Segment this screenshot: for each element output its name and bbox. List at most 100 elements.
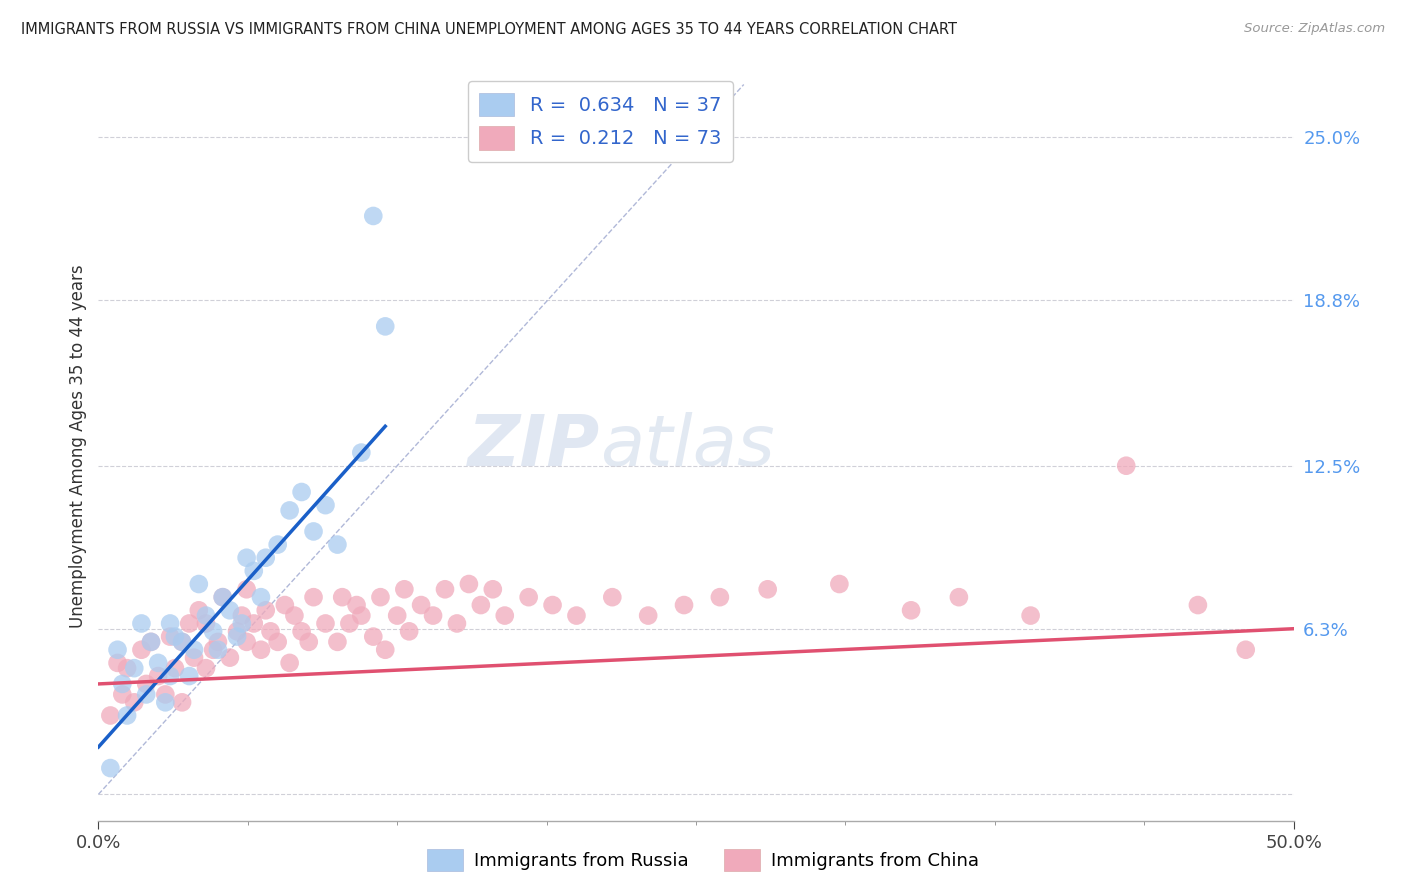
Point bbox=[159, 616, 181, 631]
Point bbox=[231, 608, 253, 623]
Point bbox=[131, 616, 153, 631]
Point bbox=[243, 564, 266, 578]
Point bbox=[330, 590, 353, 604]
Point bbox=[98, 761, 122, 775]
Point bbox=[1187, 598, 1209, 612]
Point bbox=[219, 603, 242, 617]
Point bbox=[148, 656, 170, 670]
Point bbox=[637, 608, 659, 623]
Point bbox=[111, 688, 134, 702]
Point bbox=[235, 550, 257, 565]
Point bbox=[278, 503, 301, 517]
Point bbox=[135, 677, 157, 691]
Point bbox=[235, 582, 257, 597]
Point bbox=[163, 661, 186, 675]
Point bbox=[107, 656, 129, 670]
Point bbox=[235, 635, 257, 649]
Point bbox=[283, 608, 305, 623]
Point bbox=[155, 688, 177, 702]
Point bbox=[172, 635, 194, 649]
Point bbox=[828, 577, 851, 591]
Point bbox=[709, 590, 731, 604]
Point bbox=[172, 635, 194, 649]
Point bbox=[155, 695, 177, 709]
Point bbox=[207, 642, 229, 657]
Point bbox=[148, 669, 170, 683]
Point bbox=[231, 616, 253, 631]
Text: atlas: atlas bbox=[600, 411, 775, 481]
Point bbox=[179, 616, 201, 631]
Point bbox=[291, 485, 314, 500]
Point bbox=[139, 635, 162, 649]
Point bbox=[211, 590, 233, 604]
Point bbox=[259, 624, 281, 639]
Point bbox=[517, 590, 540, 604]
Point bbox=[115, 661, 138, 675]
Point bbox=[434, 582, 457, 597]
Point bbox=[159, 669, 181, 683]
Point bbox=[458, 577, 481, 591]
Point bbox=[298, 635, 321, 649]
Point bbox=[326, 635, 349, 649]
Point bbox=[131, 642, 153, 657]
Point bbox=[250, 590, 273, 604]
Point bbox=[339, 616, 361, 631]
Point bbox=[302, 590, 325, 604]
Point bbox=[159, 630, 181, 644]
Point bbox=[411, 598, 433, 612]
Point bbox=[115, 708, 138, 723]
Legend: Immigrants from Russia, Immigrants from China: Immigrants from Russia, Immigrants from … bbox=[419, 842, 987, 879]
Text: Source: ZipAtlas.com: Source: ZipAtlas.com bbox=[1244, 22, 1385, 36]
Point bbox=[756, 582, 779, 597]
Point bbox=[446, 616, 468, 631]
Point bbox=[315, 616, 337, 631]
Point bbox=[1234, 642, 1257, 657]
Point bbox=[183, 650, 205, 665]
Point bbox=[1019, 608, 1042, 623]
Point bbox=[124, 695, 146, 709]
Point bbox=[291, 624, 314, 639]
Point bbox=[211, 590, 233, 604]
Point bbox=[267, 635, 290, 649]
Point bbox=[302, 524, 325, 539]
Point bbox=[219, 650, 242, 665]
Point bbox=[363, 630, 385, 644]
Point bbox=[111, 677, 134, 691]
Point bbox=[202, 624, 225, 639]
Point bbox=[254, 550, 277, 565]
Point bbox=[315, 498, 337, 512]
Point bbox=[900, 603, 922, 617]
Point bbox=[278, 656, 301, 670]
Point bbox=[1115, 458, 1137, 473]
Text: IMMIGRANTS FROM RUSSIA VS IMMIGRANTS FROM CHINA UNEMPLOYMENT AMONG AGES 35 TO 44: IMMIGRANTS FROM RUSSIA VS IMMIGRANTS FRO… bbox=[21, 22, 957, 37]
Point bbox=[541, 598, 564, 612]
Point bbox=[172, 695, 194, 709]
Point bbox=[370, 590, 392, 604]
Point bbox=[346, 598, 368, 612]
Point bbox=[602, 590, 624, 604]
Point bbox=[394, 582, 416, 597]
Y-axis label: Unemployment Among Ages 35 to 44 years: Unemployment Among Ages 35 to 44 years bbox=[69, 264, 87, 628]
Point bbox=[385, 608, 409, 623]
Point bbox=[226, 630, 249, 644]
Point bbox=[565, 608, 588, 623]
Point bbox=[124, 661, 146, 675]
Point bbox=[195, 661, 218, 675]
Point bbox=[226, 624, 249, 639]
Point bbox=[274, 598, 297, 612]
Point bbox=[187, 577, 209, 591]
Point bbox=[98, 708, 122, 723]
Point bbox=[254, 603, 277, 617]
Point bbox=[163, 630, 186, 644]
Point bbox=[202, 642, 225, 657]
Point bbox=[470, 598, 492, 612]
Text: ZIP: ZIP bbox=[468, 411, 600, 481]
Point bbox=[398, 624, 420, 639]
Point bbox=[350, 608, 373, 623]
Point bbox=[363, 209, 385, 223]
Point bbox=[107, 642, 129, 657]
Point bbox=[267, 538, 290, 552]
Point bbox=[374, 319, 396, 334]
Point bbox=[187, 603, 209, 617]
Point bbox=[243, 616, 266, 631]
